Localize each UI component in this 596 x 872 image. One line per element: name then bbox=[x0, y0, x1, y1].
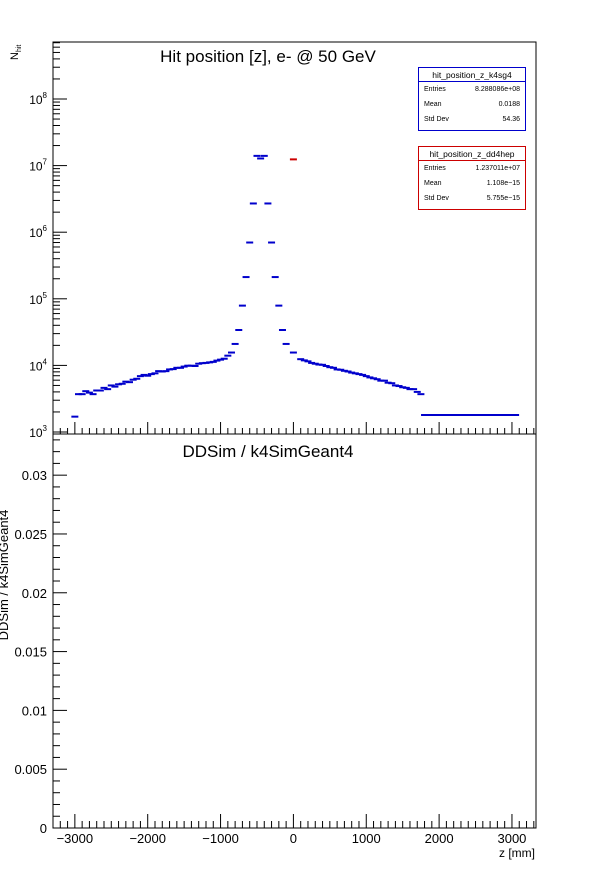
bottom-y-tick-label: 0.005 bbox=[14, 762, 47, 777]
top-y-tick-exponent: 7 bbox=[43, 158, 48, 167]
bottom-panel-ticks: 0 0.005 0.01 0.015 0.02 0.025 0.03 −3000 −2000 −1… bbox=[14, 439, 535, 846]
top-y-tick-exponent: 4 bbox=[43, 357, 48, 366]
bottom-y-tick-label: 0.01 bbox=[22, 703, 47, 718]
bottom-panel-title: DDSim / k4SimGeant4 bbox=[183, 442, 354, 461]
bottom-panel-xlabel: z [mm] bbox=[499, 846, 535, 860]
stats-row-entries: Entries 1.237011e+07 bbox=[419, 161, 525, 176]
top-y-tick-label: 104 bbox=[29, 357, 47, 373]
stats-box-dd4hep-title: hit_position_z_dd4hep bbox=[429, 149, 515, 159]
bottom-y-tick-label: 0 bbox=[40, 821, 47, 836]
top-y-tick-label: 107 bbox=[29, 158, 47, 174]
bottom-panel-frame bbox=[52, 433, 537, 829]
top-y-tick-exponent: 6 bbox=[43, 224, 48, 233]
top-y-tick-label: 106 bbox=[29, 224, 47, 240]
bottom-panel-ylabel: DDSim / k4SimGeant4 bbox=[0, 510, 11, 641]
top-y-tick-exponent: 8 bbox=[43, 91, 48, 100]
bottom-y-tick-label: 0.025 bbox=[14, 527, 47, 542]
top-panel-title: Hit position [z], e- @ 50 GeV bbox=[160, 47, 376, 66]
stats-label: Entries bbox=[424, 86, 446, 93]
stats-box-k4sg4-divider bbox=[419, 81, 525, 82]
bottom-x-tick-label: 3000 bbox=[497, 831, 526, 846]
top-y-tick-label: 105 bbox=[29, 291, 47, 307]
bottom-y-tick-label: 0.02 bbox=[22, 586, 47, 601]
stats-label: Std Dev bbox=[424, 195, 449, 202]
stats-box-k4sg4: hit_position_z_k4sg4 Entries 8.288086e+0… bbox=[418, 67, 526, 131]
stats-value: 0.0188 bbox=[498, 101, 520, 108]
top-panel-ylabel: Nhit bbox=[9, 45, 23, 60]
bottom-x-tick-label: 0 bbox=[290, 831, 297, 846]
stats-row-stddev: Std Dev 54.36 bbox=[419, 112, 525, 127]
top-y-tick-label: 103 bbox=[29, 424, 47, 440]
stats-box-dd4hep-divider bbox=[419, 160, 525, 161]
stats-label: Mean bbox=[424, 101, 442, 108]
bottom-y-tick-label: 0.03 bbox=[22, 468, 47, 483]
bottom-x-tick-label: −2000 bbox=[129, 831, 166, 846]
stats-row-mean: Mean 1.108e−15 bbox=[419, 176, 525, 191]
stats-value: 54.36 bbox=[502, 116, 520, 123]
bottom-x-tick-label: −1000 bbox=[202, 831, 239, 846]
bottom-x-tick-label: 1000 bbox=[352, 831, 381, 846]
bottom-y-tick-label: 0.015 bbox=[14, 645, 47, 660]
bottom-x-tick-label: 2000 bbox=[425, 831, 454, 846]
stats-box-dd4hep: hit_position_z_dd4hep Entries 1.237011e+… bbox=[418, 146, 526, 210]
stats-value: 5.755e−15 bbox=[486, 195, 520, 202]
stats-value: 1.108e−15 bbox=[486, 180, 520, 187]
bottom-x-tick-label: −3000 bbox=[57, 831, 94, 846]
top-panel-data-marks bbox=[71, 154, 520, 418]
top-panel-ylabel-sub: hit bbox=[16, 45, 23, 52]
stats-label: Mean bbox=[424, 180, 442, 187]
stats-row-mean: Mean 0.0188 bbox=[419, 97, 525, 112]
stats-label: Entries bbox=[424, 165, 446, 172]
stats-row-stddev: Std Dev 5.755e−15 bbox=[419, 191, 525, 206]
stats-row-entries: Entries 8.288086e+08 bbox=[419, 82, 525, 97]
stats-value: 8.288086e+08 bbox=[475, 86, 520, 93]
stats-box-k4sg4-title: hit_position_z_k4sg4 bbox=[432, 70, 512, 80]
stats-label: Std Dev bbox=[424, 116, 449, 123]
top-y-tick-exponent: 5 bbox=[43, 291, 48, 300]
top-y-tick-exponent: 3 bbox=[43, 424, 48, 433]
stats-value: 1.237011e+07 bbox=[475, 165, 520, 172]
top-y-tick-label: 108 bbox=[29, 91, 47, 107]
top-panel-ylabel-main: N bbox=[9, 52, 21, 60]
